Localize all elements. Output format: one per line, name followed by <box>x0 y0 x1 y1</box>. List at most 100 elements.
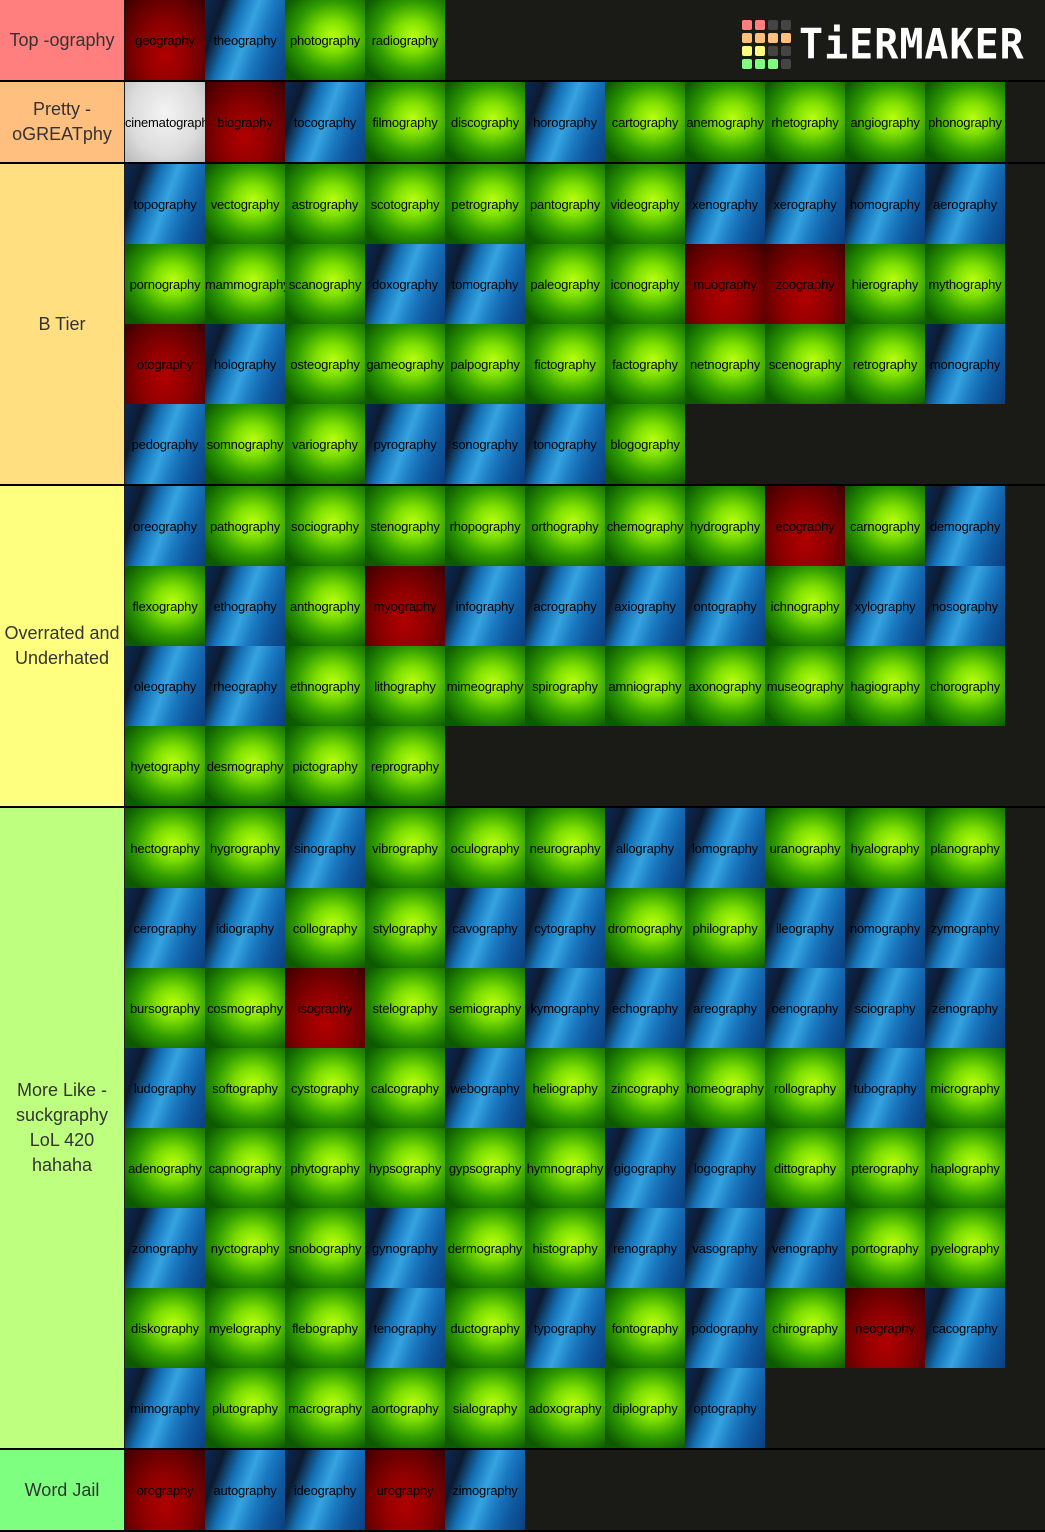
tier-item-card[interactable]: vectography <box>205 164 285 244</box>
tier-item-card[interactable]: portography <box>845 1208 925 1288</box>
tier-item-card[interactable]: collography <box>285 888 365 968</box>
tier-item-card[interactable]: cacography <box>925 1288 1005 1368</box>
tier-item-card[interactable]: orography <box>125 1450 205 1530</box>
tier-item-card[interactable]: fictography <box>525 324 605 404</box>
tier-item-card[interactable]: rhopography <box>445 486 525 566</box>
tier-item-card[interactable]: fontography <box>605 1288 685 1368</box>
tier-item-card[interactable]: palpography <box>445 324 525 404</box>
tier-item-card[interactable]: sociography <box>285 486 365 566</box>
tier-item-card[interactable]: mimography <box>125 1368 205 1448</box>
tier-item-card[interactable]: zimography <box>445 1450 525 1530</box>
tier-item-card[interactable]: ecography <box>765 486 845 566</box>
tier-item-card[interactable]: ludography <box>125 1048 205 1128</box>
tier-item-card[interactable]: factography <box>605 324 685 404</box>
tier-item-card[interactable]: myelography <box>205 1288 285 1368</box>
tier-item-card[interactable]: micrography <box>925 1048 1005 1128</box>
tier-item-card[interactable]: ideography <box>285 1450 365 1530</box>
tier-item-card[interactable]: osteography <box>285 324 365 404</box>
tier-label[interactable]: Word Jail <box>0 1450 124 1530</box>
tier-item-card[interactable]: biography <box>205 82 285 162</box>
tier-item-card[interactable]: oculography <box>445 808 525 888</box>
tier-item-card[interactable]: aerography <box>925 164 1005 244</box>
tier-item-card[interactable]: tonography <box>525 404 605 484</box>
tier-item-card[interactable]: xerography <box>765 164 845 244</box>
tier-item-card[interactable]: photography <box>285 0 365 80</box>
tier-item-card[interactable]: gypsography <box>445 1128 525 1208</box>
tier-item-card[interactable]: bursography <box>125 968 205 1048</box>
tier-item-card[interactable]: echography <box>605 968 685 1048</box>
tier-item-card[interactable]: sonography <box>445 404 525 484</box>
tier-item-card[interactable]: tocography <box>285 82 365 162</box>
tier-item-card[interactable]: retrography <box>845 324 925 404</box>
tier-item-card[interactable]: hypsography <box>365 1128 445 1208</box>
tier-item-card[interactable]: hierography <box>845 244 925 324</box>
tier-item-card[interactable]: pedography <box>125 404 205 484</box>
tier-item-card[interactable]: nosography <box>925 566 1005 646</box>
tier-label[interactable]: B Tier <box>0 164 124 484</box>
tier-item-card[interactable]: mammography <box>205 244 285 324</box>
tier-item-card[interactable]: haplography <box>925 1128 1005 1208</box>
tier-item-card[interactable]: cavography <box>445 888 525 968</box>
tier-item-card[interactable]: planography <box>925 808 1005 888</box>
tier-item-card[interactable]: stylography <box>365 888 445 968</box>
tier-item-card[interactable]: horography <box>525 82 605 162</box>
tier-item-card[interactable]: plutography <box>205 1368 285 1448</box>
tier-item-card[interactable]: variography <box>285 404 365 484</box>
tier-item-card[interactable]: museography <box>765 646 845 726</box>
tier-item-card[interactable]: myography <box>365 566 445 646</box>
tier-item-card[interactable]: logography <box>685 1128 765 1208</box>
tier-item-card[interactable]: anemography <box>685 82 765 162</box>
tier-item-card[interactable]: discography <box>445 82 525 162</box>
tier-item-card[interactable]: amniography <box>605 646 685 726</box>
tier-item-card[interactable]: neography <box>845 1288 925 1368</box>
tier-item-card[interactable]: carnography <box>845 486 925 566</box>
tier-item-card[interactable]: pyelography <box>925 1208 1005 1288</box>
tier-item-card[interactable]: pornography <box>125 244 205 324</box>
tier-item-card[interactable]: pyrography <box>365 404 445 484</box>
tier-label[interactable]: More Like - suckgraphy LoL 420 hahaha <box>0 808 124 1448</box>
tier-item-card[interactable]: dromography <box>605 888 685 968</box>
tier-item-card[interactable]: snobography <box>285 1208 365 1288</box>
tier-item-card[interactable]: desmography <box>205 726 285 806</box>
tier-item-card[interactable]: angiography <box>845 82 925 162</box>
tier-item-card[interactable]: hydrography <box>685 486 765 566</box>
tier-item-card[interactable]: gameography <box>365 324 445 404</box>
tier-item-card[interactable]: hygrography <box>205 808 285 888</box>
tier-item-card[interactable]: chirography <box>765 1288 845 1368</box>
tier-item-card[interactable]: calcography <box>365 1048 445 1128</box>
tier-item-card[interactable]: webography <box>445 1048 525 1128</box>
tier-item-card[interactable]: isography <box>285 968 365 1048</box>
tier-item-card[interactable]: diskography <box>125 1288 205 1368</box>
tier-item-card[interactable]: ductography <box>445 1288 525 1368</box>
tier-item-card[interactable]: rheography <box>205 646 285 726</box>
tier-item-card[interactable]: homography <box>845 164 925 244</box>
tier-item-card[interactable]: cartography <box>605 82 685 162</box>
tier-item-card[interactable]: infography <box>445 566 525 646</box>
tier-item-card[interactable]: cosmography <box>205 968 285 1048</box>
tier-item-card[interactable]: chemography <box>605 486 685 566</box>
tier-item-card[interactable]: astrography <box>285 164 365 244</box>
tier-item-card[interactable]: scotography <box>365 164 445 244</box>
tier-item-card[interactable]: anthography <box>285 566 365 646</box>
tier-item-card[interactable]: ontography <box>685 566 765 646</box>
tier-item-card[interactable]: hyetography <box>125 726 205 806</box>
tier-item-card[interactable]: urography <box>365 1450 445 1530</box>
tier-item-card[interactable]: phonography <box>925 82 1005 162</box>
tier-item-card[interactable]: acrography <box>525 566 605 646</box>
tier-item-card[interactable]: axiography <box>605 566 685 646</box>
tier-item-card[interactable]: aortography <box>365 1368 445 1448</box>
tier-item-card[interactable]: uranography <box>765 808 845 888</box>
tier-item-card[interactable]: xylography <box>845 566 925 646</box>
tier-item-card[interactable]: ichnography <box>765 566 845 646</box>
tier-item-card[interactable]: flexography <box>125 566 205 646</box>
tier-item-card[interactable]: nyctography <box>205 1208 285 1288</box>
tier-label[interactable]: Pretty - oGREATphy <box>0 82 124 162</box>
tier-item-card[interactable]: cystography <box>285 1048 365 1128</box>
tier-item-card[interactable]: kymography <box>525 968 605 1048</box>
tier-item-card[interactable]: adenography <box>125 1128 205 1208</box>
tier-item-card[interactable]: videography <box>605 164 685 244</box>
tier-item-card[interactable]: muography <box>685 244 765 324</box>
tier-item-card[interactable]: monography <box>925 324 1005 404</box>
tier-item-card[interactable]: cerography <box>125 888 205 968</box>
tier-item-card[interactable]: lithography <box>365 646 445 726</box>
